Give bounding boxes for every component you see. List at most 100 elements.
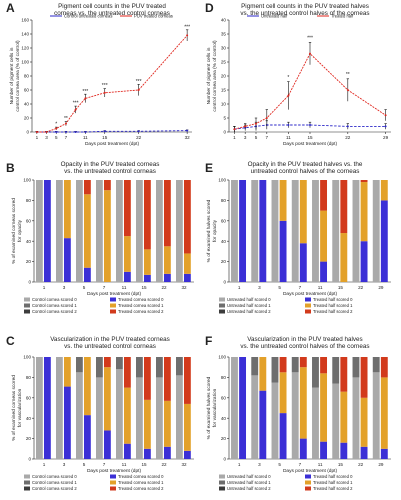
x-tick-label: 29 <box>378 462 384 467</box>
y-axis-label: for opacity <box>212 219 218 242</box>
bar-segment-t1 <box>124 236 131 272</box>
bar-segment-t1 <box>164 400 171 447</box>
y-tick-label: 40 <box>221 18 227 23</box>
bar-segment-t0 <box>259 390 267 459</box>
legend-swatch <box>24 480 30 485</box>
x-axis-label: Days post treatment (dpt) <box>283 291 338 297</box>
y-tick-label: 0 <box>28 280 31 285</box>
y-tick-label: 100 <box>218 178 226 183</box>
legend-label: Treated half scored 1 <box>313 480 353 485</box>
bar-segment-t2 <box>84 180 91 195</box>
series-line-red <box>234 52 386 130</box>
bar-segment-t2 <box>340 180 348 234</box>
bar-segment-t2 <box>124 180 131 237</box>
y-tick-label: 80 <box>24 74 30 79</box>
bar-segment-g1 <box>291 357 299 373</box>
data-point <box>265 117 268 119</box>
panel-label: C <box>6 334 15 348</box>
bar-segment-t2 <box>340 357 348 392</box>
x-axis-label: Days post treatment (dpt) <box>85 141 140 147</box>
legend-label: Treated cornea scored 1 <box>118 303 164 308</box>
y-tick-label: 80 <box>26 375 32 380</box>
bar-segment-t2 <box>360 180 368 183</box>
bar-segment-t1 <box>380 180 388 201</box>
legend-label: Treated half <box>331 14 354 19</box>
bar-segment-g0 <box>76 372 83 459</box>
y-tick-label: 20 <box>221 259 227 264</box>
bar-segment-t1 <box>184 253 191 274</box>
legend-label: Untreated half scored 2 <box>227 309 271 314</box>
y-tick-label: 120 <box>21 46 29 51</box>
bar-segment-t0 <box>144 274 151 282</box>
y-tick-label: 40 <box>221 239 227 244</box>
panel-label: B <box>6 161 15 175</box>
bar-segment-t0 <box>64 386 71 459</box>
legend-label: PUV treated corneas <box>134 14 173 19</box>
y-tick-label: 15 <box>221 88 227 93</box>
bar-segment-g0 <box>251 180 259 282</box>
bar-segment-g0 <box>116 369 123 459</box>
legend-label: Untreated half scored 1 <box>227 480 271 485</box>
x-axis-label: Days post treatment (dpt) <box>283 468 338 474</box>
bar-segment-t1 <box>320 373 328 442</box>
bar-segment-g0 <box>76 180 83 282</box>
bar-segment-t0 <box>239 357 247 459</box>
bar-segment-t2 <box>320 180 328 211</box>
x-tick-label: 5 <box>55 135 58 140</box>
legend-label: Control cornea scored 2 <box>32 309 77 314</box>
x-axis-label: Days post treatment (dpt) <box>87 468 142 474</box>
data-point <box>287 94 290 97</box>
x-tick-label: 1 <box>43 462 46 467</box>
x-tick-label: 11 <box>83 135 88 140</box>
bar-segment-t2 <box>184 180 191 254</box>
bar-segment-t0 <box>84 267 91 282</box>
data-point <box>64 131 67 133</box>
panel-f: F Vascularization in the PUV treated halv… <box>205 334 391 491</box>
y-tick-label: 80 <box>221 375 227 380</box>
y-tick-label: 100 <box>23 355 31 360</box>
y-tick-label: 40 <box>24 102 30 107</box>
bar-segment-g0 <box>332 383 340 459</box>
y-tick-label: 30 <box>221 46 227 51</box>
chart-title: corneas vs. the untreated control cornea… <box>54 10 170 17</box>
bar-segment-g0 <box>136 377 143 459</box>
bar-segment-t1 <box>299 367 307 439</box>
data-point <box>309 52 311 55</box>
bar-segment-t1 <box>360 182 368 242</box>
x-tick-label: 3 <box>244 135 247 140</box>
y-tick-label: 60 <box>221 395 227 400</box>
x-tick-label: 5 <box>278 285 281 290</box>
legend-label: Control untreated corneas <box>64 14 112 19</box>
x-tick-label: 22 <box>358 285 364 290</box>
data-point <box>45 131 48 133</box>
legend-label: Untreated half <box>261 14 288 19</box>
y-tick-label: 60 <box>26 395 32 400</box>
bar-segment-g0 <box>312 387 319 459</box>
bar-segment-t0 <box>320 441 328 459</box>
panel-label: D <box>205 1 214 15</box>
data-point <box>55 127 58 130</box>
legend-swatch <box>110 309 116 314</box>
chart-title: vs. the untreated control halves of the … <box>240 10 369 17</box>
data-point <box>309 124 311 126</box>
significance-label: *** <box>136 79 142 85</box>
legend-label: Treated cornea scored 0 <box>118 474 164 479</box>
bar-segment-t2 <box>164 357 171 401</box>
legend-swatch <box>219 486 225 491</box>
x-axis-label: Days post treatment (dpt) <box>283 141 338 147</box>
legend-swatch <box>110 486 116 491</box>
y-tick-label: 60 <box>221 218 227 223</box>
bar-segment-t1 <box>299 180 307 244</box>
bar-segment-t1 <box>64 357 71 387</box>
x-tick-label: 5 <box>278 462 281 467</box>
panel-e: E Opacity in the PUV treated halves vs. t… <box>205 161 391 314</box>
series-line-red <box>36 35 188 133</box>
bar-segment-t0 <box>164 273 171 282</box>
bar-segment-t0 <box>124 443 131 459</box>
y-tick-label: 20 <box>24 116 30 121</box>
bar-segment-t0 <box>259 180 267 282</box>
y-tick-label: 40 <box>26 239 32 244</box>
y-tick-label: 140 <box>21 32 29 37</box>
x-tick-label: 11 <box>318 285 323 290</box>
